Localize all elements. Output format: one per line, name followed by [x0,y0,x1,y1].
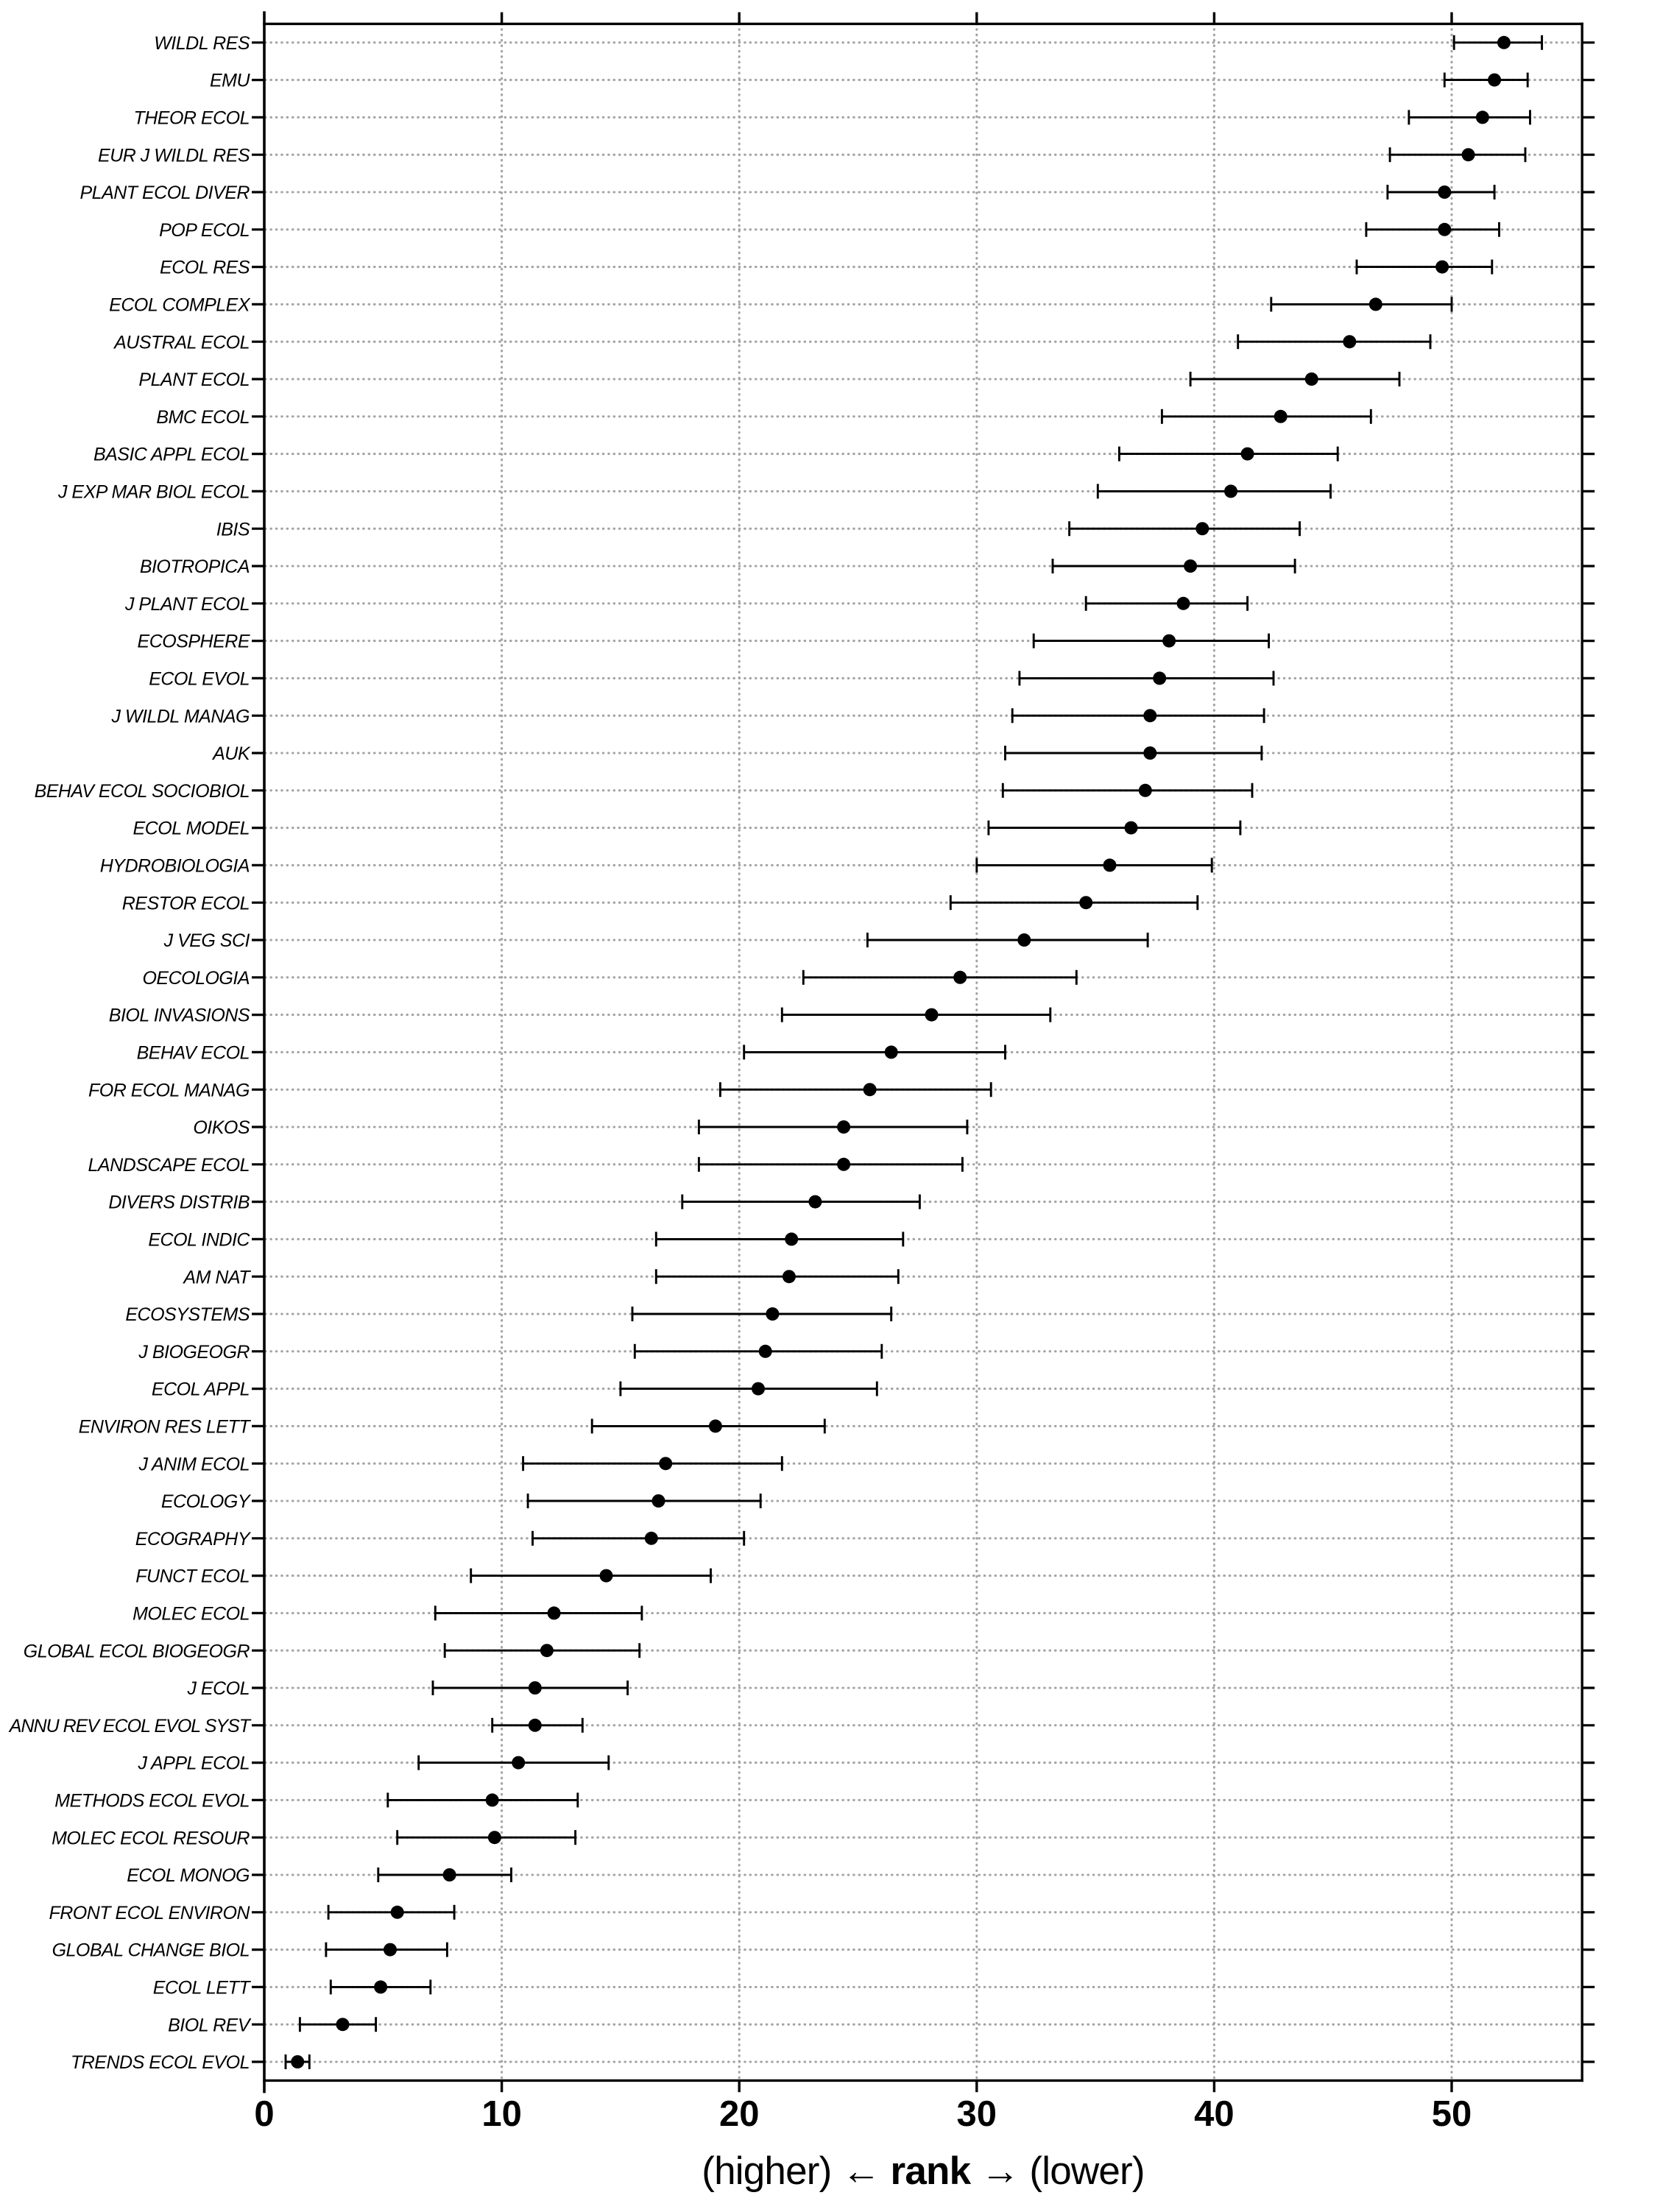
svg-text:IBIS: IBIS [216,519,250,540]
svg-text:40: 40 [1194,2094,1235,2134]
svg-text:10: 10 [481,2094,522,2134]
svg-text:BASIC APPL ECOL: BASIC APPL ECOL [93,445,250,465]
svg-text:ECOL COMPLEX: ECOL COMPLEX [109,295,251,316]
svg-text:WILDL RES: WILDL RES [154,33,250,54]
svg-text:J ECOL: J ECOL [186,1678,250,1699]
svg-text:LANDSCAPE ECOL: LANDSCAPE ECOL [88,1155,250,1176]
svg-text:OECOLOGIA: OECOLOGIA [142,968,250,989]
svg-text:BEHAV ECOL: BEHAV ECOL [137,1043,250,1064]
svg-text:MOLEC ECOL: MOLEC ECOL [133,1604,250,1625]
svg-text:J APPL ECOL: J APPL ECOL [137,1753,250,1774]
svg-text:ECOL APPL: ECOL APPL [152,1379,250,1400]
svg-text:BIOL REV: BIOL REV [168,2015,252,2035]
svg-text:EMU: EMU [210,71,251,91]
svg-text:J VEG SCI: J VEG SCI [163,930,250,951]
svg-text:ECOGRAPHY: ECOGRAPHY [135,1529,252,1550]
svg-text:ECOSYSTEMS: ECOSYSTEMS [125,1304,250,1325]
svg-text:FUNCT ECOL: FUNCT ECOL [135,1566,250,1587]
svg-text:GLOBAL CHANGE BIOL: GLOBAL CHANGE BIOL [52,1940,250,1961]
svg-text:ECOL RES: ECOL RES [160,258,250,278]
svg-text:ECOL EVOL: ECOL EVOL [149,669,250,690]
svg-text:METHODS ECOL EVOL: METHODS ECOL EVOL [54,1791,250,1812]
svg-text:ECOLOGY: ECOLOGY [161,1491,252,1512]
svg-text:FOR ECOL MANAG: FOR ECOL MANAG [88,1080,250,1100]
svg-text:J PLANT ECOL: J PLANT ECOL [124,594,250,615]
svg-text:BMC ECOL: BMC ECOL [156,407,250,428]
svg-text:J EXP MAR BIOL ECOL: J EXP MAR BIOL ECOL [57,482,250,503]
svg-text:ECOSPHERE: ECOSPHERE [138,632,250,652]
svg-text:ANNU REV ECOL EVOL SYST: ANNU REV ECOL EVOL SYST [8,1716,252,1736]
svg-text:PLANT ECOL: PLANT ECOL [138,370,250,390]
svg-text:POP ECOL: POP ECOL [159,220,250,241]
svg-text:AM NAT: AM NAT [182,1267,251,1287]
svg-text:EUR J WILDL RES: EUR J WILDL RES [98,145,250,166]
svg-text:(higher) ← rank → (lower): (higher) ← rank → (lower) [702,2149,1144,2193]
svg-text:J BIOGEOGR: J BIOGEOGR [138,1342,250,1363]
svg-text:THEOR ECOL: THEOR ECOL [133,108,250,129]
svg-text:50: 50 [1432,2094,1472,2134]
svg-text:J ANIM ECOL: J ANIM ECOL [138,1454,250,1474]
svg-text:ENVIRON RES LETT: ENVIRON RES LETT [79,1417,252,1438]
svg-text:ECOL INDIC: ECOL INDIC [148,1230,250,1251]
svg-text:30: 30 [957,2094,997,2134]
svg-text:OIKOS: OIKOS [193,1117,250,1138]
svg-text:HYDROBIOLOGIA: HYDROBIOLOGIA [100,856,250,877]
svg-text:RESTOR ECOL: RESTOR ECOL [122,893,250,914]
svg-text:BEHAV ECOL SOCIOBIOL: BEHAV ECOL SOCIOBIOL [35,781,250,802]
svg-text:MOLEC ECOL RESOUR: MOLEC ECOL RESOUR [52,1828,250,1848]
svg-text:DIVERS DISTRIB: DIVERS DISTRIB [108,1192,250,1213]
svg-text:TRENDS ECOL EVOL: TRENDS ECOL EVOL [71,2052,250,2073]
svg-text:ECOL MODEL: ECOL MODEL [133,819,250,839]
svg-text:J WILDL MANAG: J WILDL MANAG [110,706,250,727]
svg-text:ECOL LETT: ECOL LETT [153,1978,251,1999]
svg-text:FRONT ECOL ENVIRON: FRONT ECOL ENVIRON [49,1903,250,1923]
svg-text:0: 0 [254,2094,274,2134]
svg-text:AUSTRAL ECOL: AUSTRAL ECOL [113,332,250,353]
svg-text:GLOBAL ECOL BIOGEOGR: GLOBAL ECOL BIOGEOGR [24,1641,250,1661]
svg-text:PLANT ECOL DIVER: PLANT ECOL DIVER [80,183,250,203]
svg-text:20: 20 [719,2094,760,2134]
svg-text:BIOL INVASIONS: BIOL INVASIONS [109,1006,250,1026]
svg-text:AUK: AUK [211,743,251,764]
svg-text:ECOL MONOG: ECOL MONOG [127,1865,250,1886]
svg-text:BIOTROPICA: BIOTROPICA [140,556,250,577]
